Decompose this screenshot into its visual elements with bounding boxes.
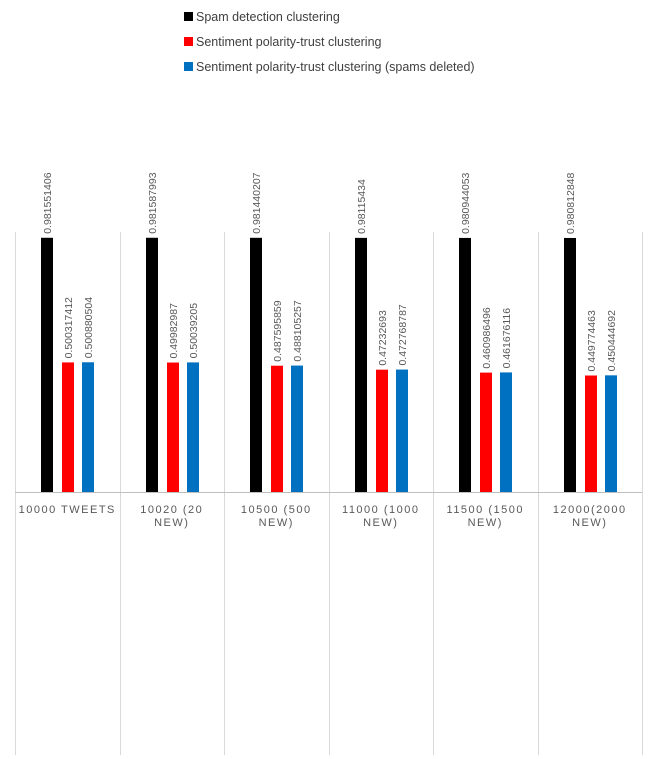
- legend-swatch-3: [184, 62, 193, 71]
- bar-sentiment-polarity-trust-clustering-5: [480, 372, 492, 492]
- legend-entry-1: Spam detection clustering: [196, 10, 340, 24]
- bar-sentiment-polarity-trust-clustering-spams-deleted-6: [605, 375, 617, 492]
- category-separators: [15, 232, 643, 755]
- legend-swatch-1: [184, 12, 193, 21]
- data-label-1-3: 0.981440207: [251, 172, 263, 233]
- data-labels: 0.981551406 0.500317412 0.500880504 0.98158…: [42, 172, 618, 371]
- data-label-1-6: 0.980812848: [565, 172, 577, 233]
- bar-sentiment-polarity-trust-clustering-1: [62, 362, 74, 492]
- data-label-3-2: 0.50039205: [188, 303, 200, 359]
- category-label-4: 11000 (1000 NEW): [342, 504, 419, 529]
- data-label-2-1: 0.500317412: [63, 297, 75, 358]
- data-label-1-5: 0.980944053: [460, 172, 472, 233]
- data-label-1-4: 0.98115434: [356, 179, 368, 234]
- bar-spam-detection-clustering-1: [41, 237, 53, 492]
- data-label-2-2: 0.49982987: [168, 303, 180, 359]
- legend-entry-2: Sentiment polarity-trust clustering: [196, 35, 382, 49]
- category-label-6: 12000(2000 NEW): [553, 504, 627, 529]
- data-label-3-4: 0.472768787: [397, 304, 409, 365]
- bar-sentiment-polarity-trust-clustering-spams-deleted-5: [500, 372, 512, 492]
- bar-sentiment-polarity-trust-clustering-4: [376, 369, 388, 492]
- data-label-3-6: 0.450444692: [606, 310, 618, 371]
- data-label-1-1: 0.981551406: [42, 172, 54, 233]
- bar-spam-detection-clustering-5: [459, 237, 471, 492]
- category-label-2: 10020 (20 NEW): [140, 504, 203, 529]
- bar-sentiment-polarity-trust-clustering-2: [167, 362, 179, 492]
- category-labels: 10000 TWEETS 10020 (20 NEW) 10500 (500 NEW) 1…: [19, 504, 627, 529]
- chart-legend: Spam detection clustering Sentiment polar…: [184, 10, 475, 74]
- data-label-3-3: 0.488105257: [292, 300, 304, 361]
- data-label-2-3: 0.487595859: [272, 300, 284, 361]
- legend-entry-3: Sentiment polarity-trust clustering (spa…: [196, 60, 475, 74]
- legend-swatch-2: [184, 37, 193, 46]
- bar-marks: [41, 237, 617, 492]
- bar-spam-detection-clustering-2: [146, 237, 158, 492]
- bar-sentiment-polarity-trust-clustering-spams-deleted-1: [82, 362, 94, 492]
- category-label-3: 10500 (500 NEW): [241, 504, 312, 529]
- bar-sentiment-polarity-trust-clustering-6: [585, 375, 597, 492]
- bar-sentiment-polarity-trust-clustering-spams-deleted-3: [291, 365, 303, 492]
- data-label-2-4: 0.47232693: [377, 310, 389, 366]
- bar-sentiment-polarity-trust-clustering-spams-deleted-2: [187, 362, 199, 492]
- data-label-2-5: 0.460986496: [481, 307, 493, 368]
- data-label-2-6: 0.449774463: [586, 310, 598, 371]
- bar-spam-detection-clustering-3: [250, 237, 262, 492]
- category-label-1: 10000 TWEETS: [19, 504, 116, 516]
- bar-spam-detection-clustering-6: [564, 237, 576, 492]
- data-label-3-5: 0.461676116: [501, 308, 513, 369]
- data-label-3-1: 0.500880504: [83, 297, 95, 358]
- bar-sentiment-polarity-trust-clustering-spams-deleted-4: [396, 369, 408, 492]
- data-label-1-2: 0.981587993: [147, 172, 159, 233]
- category-label-5: 11500 (1500 NEW): [447, 504, 524, 529]
- bar-sentiment-polarity-trust-clustering-3: [271, 365, 283, 492]
- bar-spam-detection-clustering-4: [355, 237, 367, 492]
